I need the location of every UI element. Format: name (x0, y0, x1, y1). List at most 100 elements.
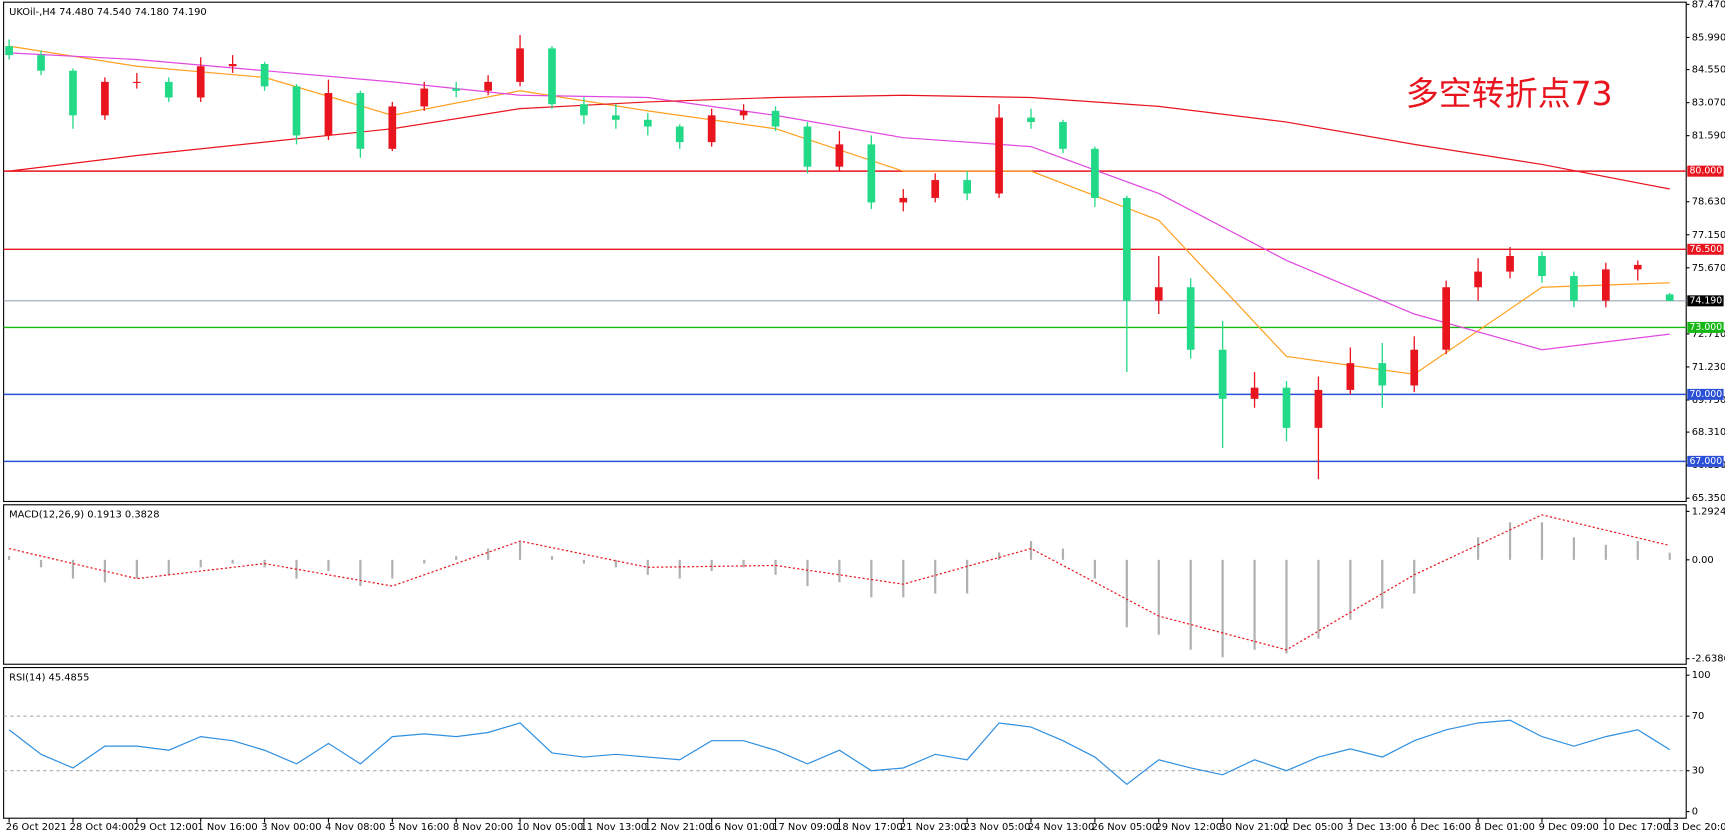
histogram-bar (1540, 522, 1544, 560)
y-tick-label: 0.00 (1692, 555, 1714, 566)
x-tick-label: 23 Nov 05:00 (964, 822, 1031, 833)
histogram-bar (455, 556, 458, 560)
histogram-bar (646, 559, 649, 575)
candle-body (1282, 387, 1291, 428)
histogram-bar (1476, 537, 1480, 560)
x-tick-label: 28 Oct 04:00 (70, 822, 134, 833)
histogram-bar (582, 559, 586, 564)
candle-body (228, 64, 237, 67)
moving-average (9, 52, 1670, 351)
candle-body (1154, 287, 1163, 301)
panel-frame (3, 504, 1687, 665)
histogram-bar (1189, 559, 1192, 650)
candle-body (484, 81, 492, 91)
x-tick-label: 8 Dec 01:00 (1475, 822, 1535, 833)
candle-body (1570, 276, 1578, 301)
y-tick-label: 65.350 (1692, 493, 1725, 504)
signal-line (8, 514, 1670, 651)
candle-body (580, 104, 588, 116)
indicator-line (8, 719, 1671, 786)
histogram-bar (838, 559, 841, 583)
candle-body (612, 115, 620, 120)
candle-body (548, 48, 556, 105)
y-tick-label: 30 (1692, 766, 1705, 777)
y-tick-label: 72.710 (1692, 329, 1725, 340)
histogram-bar (966, 559, 969, 594)
candle-body (196, 66, 205, 98)
histogram-bar (997, 552, 1001, 560)
candle-body (1346, 363, 1355, 390)
candle-body (1091, 148, 1099, 198)
candle-body (1633, 264, 1642, 270)
candle-body (675, 126, 684, 143)
candle-body (5, 46, 13, 56)
candle-body (388, 106, 397, 149)
histogram-bar (1029, 541, 1033, 560)
histogram-bar (1572, 537, 1576, 560)
candle-body (132, 81, 141, 83)
x-tick-label: 13 Dec 20:00 (1666, 822, 1725, 833)
candle-body (1506, 255, 1514, 272)
candle-body (995, 117, 1003, 194)
panel-title: RSI(14) 45.4855 (9, 672, 89, 683)
candle-body (899, 197, 908, 203)
x-tick-label: 26 Oct 2021 (6, 822, 67, 833)
histogram-bar (1604, 544, 1607, 560)
candle-body (292, 86, 301, 136)
x-tick-label: 30 Nov 21:00 (1219, 822, 1286, 833)
x-tick-label: 12 Nov 21:00 (644, 822, 711, 833)
candle-body (69, 70, 77, 116)
histogram-bar (1381, 559, 1384, 609)
y-tick-label: 78.630 (1692, 197, 1725, 208)
y-tick-label: 0 (1692, 807, 1698, 818)
panel-title: MACD(12,26,9) 0.1913 0.3828 (9, 510, 159, 521)
y-tick-label: 75.670 (1692, 263, 1725, 274)
price-level-label: 73.000 (1690, 322, 1723, 333)
histogram-bar (1668, 552, 1671, 560)
candle-body (707, 115, 716, 143)
y-tick-label: 1.2924 (1692, 506, 1725, 517)
candle-body (1218, 349, 1227, 399)
candle-body (1122, 197, 1131, 301)
current-price-box (1687, 295, 1724, 307)
y-tick-label: 85.990 (1692, 32, 1725, 43)
price-level-box (1687, 321, 1724, 333)
candle-body (1059, 122, 1067, 149)
histogram-bar (199, 559, 202, 568)
panel-title: UKOil-,H4 74.480 74.540 74.180 74.190 (9, 7, 207, 18)
candle-body (1665, 294, 1674, 301)
histogram-bar (487, 548, 490, 560)
y-tick-label: 70 (1692, 711, 1705, 722)
histogram-bar (710, 559, 713, 572)
histogram-bar (1508, 522, 1512, 560)
y-tick-label: 68.310 (1692, 427, 1725, 438)
candle-body (516, 48, 524, 82)
histogram-bar (1157, 559, 1160, 635)
candle-body (37, 55, 45, 71)
histogram-bar (1093, 559, 1096, 579)
histogram-bar (1285, 559, 1288, 654)
y-tick-label: 77.150 (1692, 230, 1725, 241)
x-tick-label: 8 Nov 20:00 (453, 822, 513, 833)
histogram-bar (1061, 548, 1065, 560)
price-level-label: 70.000 (1690, 389, 1723, 400)
x-tick-label: 24 Nov 13:00 (1028, 822, 1095, 833)
candle-body (1474, 271, 1482, 288)
histogram-bar (774, 559, 777, 575)
histogram-bar (359, 559, 362, 587)
price-level-box (1687, 388, 1724, 400)
x-tick-label: 16 Nov 01:00 (708, 822, 775, 833)
candle-body (771, 110, 780, 127)
histogram-bar (870, 559, 873, 598)
y-tick-label: 100 (1692, 670, 1711, 681)
candle-body (356, 93, 365, 149)
candle-body (1378, 363, 1387, 386)
candle-body (420, 88, 429, 107)
candle-body (1538, 255, 1546, 277)
candle-body (835, 144, 844, 167)
price-level-label: 67.000 (1690, 456, 1723, 467)
histogram-bar (167, 559, 170, 575)
candle-body (164, 81, 173, 98)
histogram-bar (742, 559, 745, 568)
x-tick-label: 2 Dec 05:00 (1283, 822, 1343, 833)
